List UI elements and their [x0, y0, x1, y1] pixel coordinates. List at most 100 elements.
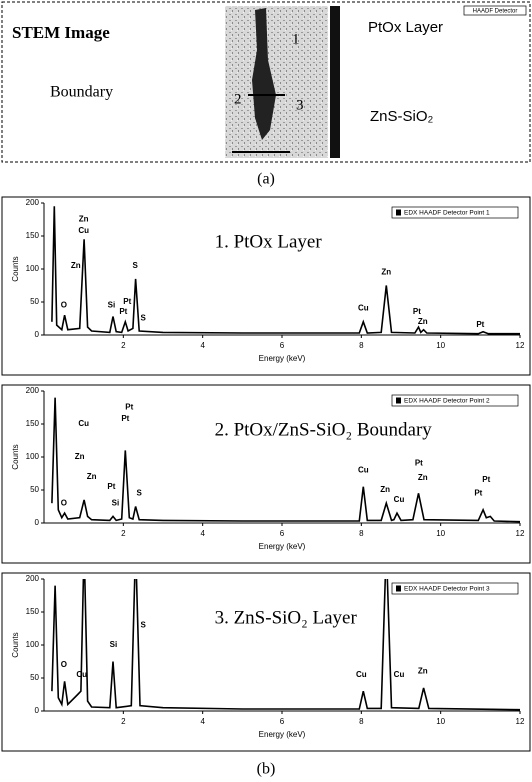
peak-label: Cu	[394, 495, 405, 504]
peak-label: Pt	[107, 482, 115, 491]
y-tick-label: 50	[30, 485, 39, 494]
peak-label: O	[61, 300, 67, 309]
peak-label: O	[61, 660, 67, 669]
peak-label: S	[137, 488, 143, 497]
legend-label: EDX HAADF Detector Point 1	[404, 210, 490, 217]
peak-label: Cu	[394, 670, 405, 679]
x-tick-label: 8	[359, 717, 364, 726]
peak-label: Si	[108, 300, 116, 309]
detector-label: HAADF Detector	[473, 9, 518, 15]
chart-title: 1. PtOx Layer	[215, 231, 323, 252]
y-tick-label: 200	[26, 574, 40, 583]
peak-label: S	[140, 620, 146, 629]
boundary-label: Boundary	[50, 84, 113, 101]
peak-label: Si	[112, 498, 120, 507]
peak-label: Zn	[418, 667, 428, 676]
peak-label: Pt	[415, 459, 423, 468]
stem-panel: STEM Image Boundary 1 2 3 PtOx Layer ZnS…	[2, 2, 530, 162]
x-tick-label: 8	[359, 341, 364, 350]
y-tick-label: 150	[26, 607, 40, 616]
spectrum-panel: 0 50 100 150 200 2 4 6 8 10 12 Energy (keV) Counts 2.…	[2, 385, 530, 563]
x-tick-label: 10	[436, 529, 445, 538]
y-tick-label: 100	[26, 640, 40, 649]
x-tick-label: 4	[200, 341, 205, 350]
legend-label: EDX HAADF Detector Point 2	[404, 398, 490, 405]
spectrum-panel: 05010015020024681012Energy (keV)Counts1.…	[2, 197, 530, 375]
peak-label: Zn	[418, 473, 428, 482]
peak-label: Pt	[119, 307, 127, 316]
peak-label: Pt	[474, 488, 482, 497]
x-tick-label: 12	[516, 341, 525, 350]
x-tick-label: 4	[200, 529, 205, 538]
peak-label: Zn	[87, 472, 97, 481]
x-tick-label: 2	[121, 529, 126, 538]
x-tick-label: 8	[359, 529, 364, 538]
x-axis-label: Energy (keV)	[259, 730, 306, 739]
panel-frame	[2, 385, 530, 563]
peak-label: O	[61, 498, 67, 507]
peak-label: Pt	[482, 475, 490, 484]
peak-label: Si	[110, 640, 118, 649]
peak-label: Pt	[413, 307, 421, 316]
x-tick-label: 6	[280, 341, 285, 350]
x-tick-label: 12	[516, 529, 525, 538]
point-label: 1	[292, 31, 300, 47]
layer-label: ZnS-SiO₂	[370, 108, 434, 125]
y-tick-label: 100	[26, 452, 40, 461]
peak-label: S	[133, 261, 139, 270]
x-axis-label: Energy (keV)	[259, 542, 306, 551]
peak-label: Zn	[380, 485, 390, 494]
layer-label: PtOx Layer	[368, 19, 443, 36]
y-tick-label: 200	[26, 386, 40, 395]
stem-title: STEM Image	[12, 23, 110, 42]
x-tick-label: 6	[280, 529, 285, 538]
y-tick-label: 100	[26, 264, 40, 273]
x-axis-label: Energy (keV)	[259, 354, 306, 363]
x-tick-label: 2	[121, 717, 126, 726]
legend-label: EDX HAADF Detector Point 3	[404, 586, 490, 593]
peak-label: Pt	[125, 403, 133, 412]
legend-swatch	[396, 398, 401, 404]
x-tick-label: 2	[121, 341, 126, 350]
x-tick-label: 10	[436, 717, 445, 726]
figure: STEM Image Boundary 1 2 3 PtOx Layer ZnS…	[0, 0, 532, 782]
peak-label: Cu	[78, 419, 89, 428]
peak-label: Zn	[381, 267, 391, 276]
y-tick-label: 0	[35, 706, 40, 715]
legend-swatch	[396, 586, 401, 592]
x-tick-label: 10	[436, 341, 445, 350]
peak-label: Cu	[356, 670, 367, 679]
stem-image	[225, 6, 328, 158]
y-axis-label: Counts	[11, 632, 20, 657]
peak-label: Cu	[358, 304, 369, 313]
y-axis-label: Counts	[11, 444, 20, 469]
y-tick-label: 150	[26, 419, 40, 428]
y-tick-label: 150	[26, 231, 40, 240]
y-tick-label: 200	[26, 198, 40, 207]
y-axis-label: Counts	[11, 256, 20, 281]
dark-band	[330, 6, 340, 158]
peak-label: Cu	[78, 226, 89, 235]
y-tick-label: 0	[35, 330, 40, 339]
chart-title: 2. PtOx/ZnS-SiO₂ Boundary	[215, 419, 433, 440]
peak-label: Zn	[71, 261, 81, 270]
peak-label: Zn	[79, 215, 89, 224]
peak-label: Zn	[75, 452, 85, 461]
x-tick-label: 4	[200, 717, 205, 726]
peak-label: S	[140, 314, 146, 323]
peak-label: Pt	[476, 320, 484, 329]
peak-label: Cu	[76, 670, 87, 679]
y-tick-label: 0	[35, 518, 40, 527]
peak-label: Cu	[358, 465, 369, 474]
peak-label: Zn	[418, 317, 428, 326]
x-tick-label: 12	[516, 717, 525, 726]
point-label: 2	[234, 91, 242, 107]
legend-swatch	[396, 210, 401, 216]
peak-label: Pt	[121, 414, 129, 423]
y-tick-label: 50	[30, 673, 39, 682]
peak-label: Pt	[123, 297, 131, 306]
chart-title: 3. ZnS-SiO₂ Layer	[215, 607, 358, 628]
point-label: 3	[296, 97, 304, 113]
